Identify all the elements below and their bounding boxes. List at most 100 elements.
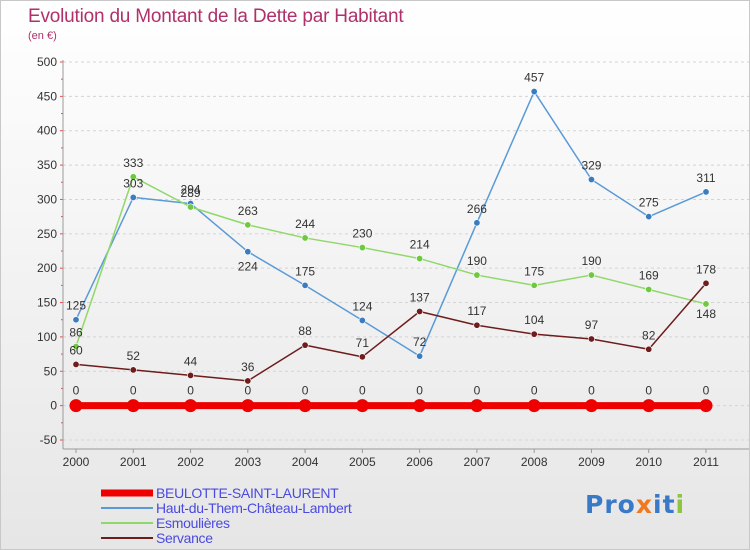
- data-point: [470, 399, 484, 413]
- data-label: 230: [352, 227, 372, 241]
- legend-label: Haut-du-Them-Château-Lambert: [156, 500, 352, 516]
- data-point: [72, 360, 80, 368]
- logo-letter: i: [653, 490, 663, 519]
- data-label: 88: [298, 324, 312, 338]
- y-tick-label: 400: [37, 124, 57, 138]
- x-tick-label: 2007: [464, 455, 491, 469]
- data-label: 0: [588, 384, 595, 398]
- data-label: 275: [639, 196, 659, 210]
- data-label: 169: [639, 268, 659, 282]
- data-point: [699, 399, 713, 413]
- chart-subtitle: (en €): [28, 30, 57, 42]
- data-label: 178: [696, 262, 716, 276]
- data-point: [244, 221, 252, 229]
- y-tick-label: 0: [50, 399, 57, 413]
- data-label: 0: [531, 384, 538, 398]
- data-point: [702, 300, 710, 308]
- data-point: [184, 399, 198, 413]
- data-point: [473, 321, 481, 329]
- proxiti-logo: Proxiti: [585, 490, 685, 519]
- x-tick-label: 2003: [234, 455, 261, 469]
- data-point: [530, 330, 538, 338]
- data-label: 71: [356, 336, 370, 350]
- data-label: 294: [181, 183, 201, 197]
- x-tick-label: 2001: [120, 455, 147, 469]
- data-point: [702, 188, 710, 196]
- y-tick-label: 250: [37, 227, 57, 241]
- data-label: 311: [696, 171, 715, 185]
- data-label: 0: [73, 384, 80, 398]
- logo-letter: i: [675, 490, 686, 519]
- data-label: 52: [127, 349, 141, 363]
- y-tick-label: 50: [44, 364, 58, 378]
- data-point: [301, 234, 309, 242]
- data-point: [413, 399, 427, 413]
- data-point: [241, 399, 255, 413]
- data-point: [473, 271, 481, 279]
- data-label: 0: [187, 384, 194, 398]
- x-tick-label: 2002: [177, 455, 204, 469]
- y-tick-label: 450: [37, 89, 57, 103]
- data-point: [187, 371, 195, 379]
- data-point: [72, 343, 80, 351]
- series-line: [75, 90, 707, 357]
- data-label: 60: [69, 343, 83, 357]
- data-label: 125: [66, 299, 86, 313]
- data-label: 124: [352, 299, 372, 313]
- data-label: 117: [467, 304, 486, 318]
- data-label: 175: [295, 264, 315, 278]
- data-point: [416, 307, 424, 315]
- data-label: 82: [642, 328, 656, 342]
- data-label: 36: [241, 360, 255, 374]
- data-label: 0: [359, 384, 366, 398]
- data-point: [416, 352, 424, 360]
- data-point: [129, 173, 137, 181]
- data-label: 266: [467, 202, 487, 216]
- data-point: [702, 279, 710, 287]
- data-label: 0: [703, 384, 710, 398]
- y-tick-label: 200: [37, 261, 57, 275]
- x-tick-label: 2006: [406, 455, 433, 469]
- data-label: 137: [410, 290, 430, 304]
- data-point: [72, 316, 80, 324]
- y-tick-label: 150: [37, 296, 57, 310]
- data-point: [129, 193, 137, 201]
- data-point: [358, 316, 366, 324]
- data-point: [355, 399, 369, 413]
- chart-title: Evolution du Montant de la Dette par Hab…: [28, 6, 404, 27]
- series-line: [75, 176, 707, 347]
- data-point: [244, 248, 252, 256]
- logo-letter: r: [604, 490, 618, 519]
- y-tick-label: -50: [40, 433, 58, 447]
- legend-label: BEULOTTE-SAINT-LAURENT: [156, 485, 339, 501]
- x-tick-label: 2010: [635, 455, 662, 469]
- data-point: [530, 281, 538, 289]
- data-label: 214: [410, 238, 430, 252]
- data-point: [645, 345, 653, 353]
- data-label: 86: [69, 326, 83, 340]
- y-tick-label: 500: [37, 55, 57, 69]
- data-point: [473, 219, 481, 227]
- data-point: [587, 271, 595, 279]
- data-label: 175: [524, 264, 544, 278]
- data-point: [642, 399, 656, 413]
- data-label: 0: [130, 384, 137, 398]
- data-point: [527, 399, 541, 413]
- x-tick-label: 2008: [521, 455, 548, 469]
- legend-label: Esmoulières: [156, 515, 230, 531]
- data-point: [587, 176, 595, 184]
- data-point: [301, 341, 309, 349]
- legend-label: Servance: [156, 530, 213, 546]
- data-point: [298, 399, 312, 413]
- data-label: 289: [181, 186, 201, 200]
- data-label: 190: [581, 254, 601, 268]
- data-label: 190: [467, 254, 487, 268]
- data-point: [244, 377, 252, 385]
- x-tick-label: 2005: [349, 455, 376, 469]
- data-point: [69, 399, 83, 413]
- data-label: 0: [645, 384, 652, 398]
- data-point: [584, 399, 598, 413]
- data-point: [645, 213, 653, 221]
- data-point: [416, 255, 424, 263]
